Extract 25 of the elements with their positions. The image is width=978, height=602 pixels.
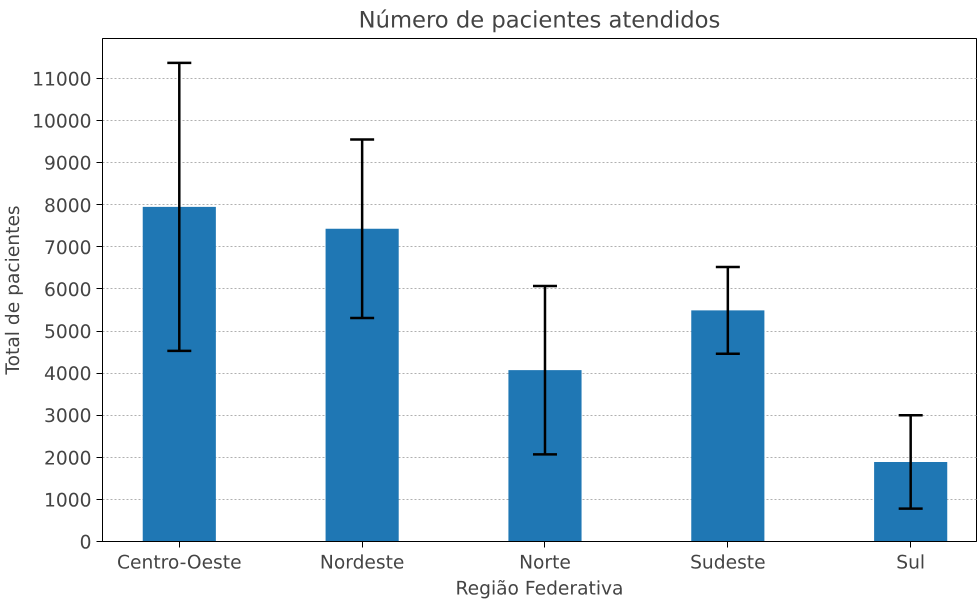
bar (326, 228, 399, 542)
bar (874, 462, 948, 542)
x-axis-title: Região Federativa (456, 578, 624, 600)
y-tick-label: 3000 (44, 406, 92, 428)
x-tick-label: Nordeste (320, 552, 404, 574)
y-tick-label: 5000 (44, 322, 92, 344)
y-axis-title: Total de pacientes (3, 205, 24, 376)
bar (142, 206, 216, 542)
y-tick-label: 0 (80, 532, 92, 554)
x-tick-label: Sul (896, 552, 926, 574)
y-tick-label: 1000 (44, 490, 92, 512)
y-tick-label: 6000 (44, 280, 92, 301)
x-tick-label: Centro-Oeste (117, 552, 242, 574)
y-tick-label: 7000 (44, 238, 92, 259)
y-tick-label: 10000 (32, 112, 92, 133)
y-tick-label: 2000 (44, 448, 92, 470)
x-tick-label: Norte (519, 552, 571, 574)
x-tick-label: Sudeste (690, 552, 766, 574)
y-tick-label: 11000 (32, 69, 92, 90)
y-tick-label: 4000 (44, 364, 92, 386)
y-tick-label: 9000 (44, 154, 92, 175)
y-tick-label: 8000 (44, 196, 92, 217)
chart-title: Número de pacientes atendidos (358, 8, 720, 34)
bar (508, 370, 582, 542)
bar (691, 310, 764, 542)
